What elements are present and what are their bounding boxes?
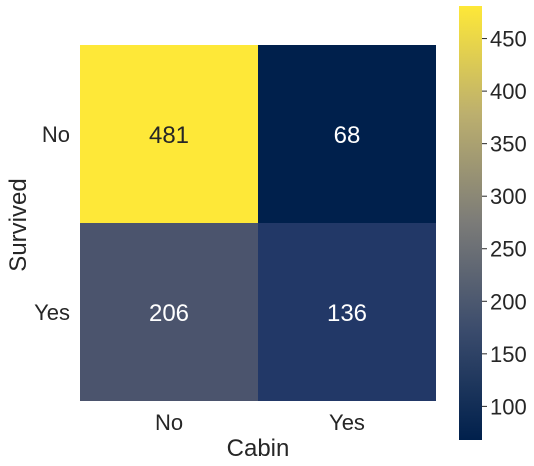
x-axis-label: Cabin <box>227 435 290 462</box>
y-tick-label: Yes <box>34 300 70 325</box>
colorbar-tick-label: 200 <box>490 289 527 314</box>
colorbar-tick-label: 450 <box>490 27 527 52</box>
colorbar-tick-label: 100 <box>490 394 527 419</box>
colorbar-ticks: 100 150 200 250 300 350 400 450 <box>482 27 527 420</box>
cell-value-label: 136 <box>327 300 367 327</box>
y-tick-label: No <box>42 122 70 147</box>
cell-value-label: 68 <box>334 122 361 149</box>
colorbar-tick-label: 300 <box>490 184 527 209</box>
colorbar-tick-label: 350 <box>490 132 527 157</box>
heatmap-cells <box>80 45 436 401</box>
colorbar-tick-label: 400 <box>490 79 527 104</box>
colorbar-tick-label: 250 <box>490 237 527 262</box>
cell-value-label: 206 <box>149 300 189 327</box>
cell-value-label: 481 <box>149 122 189 149</box>
x-tick-label: Yes <box>329 410 365 435</box>
colorbar-tick-label: 150 <box>490 342 527 367</box>
y-tick-labels: No Yes <box>34 122 70 325</box>
colorbar <box>459 6 482 440</box>
x-tick-labels: No Yes <box>155 410 365 435</box>
y-axis-label: Survived <box>5 178 32 271</box>
x-tick-label: No <box>155 410 183 435</box>
